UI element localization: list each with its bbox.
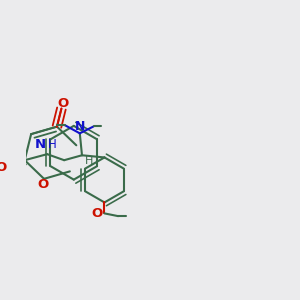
Text: H: H — [85, 156, 93, 167]
Text: O: O — [0, 160, 7, 173]
Text: N: N — [35, 138, 46, 152]
Text: H: H — [48, 138, 56, 152]
Text: O: O — [92, 207, 103, 220]
Text: N: N — [75, 120, 85, 133]
Text: O: O — [57, 97, 68, 110]
Text: O: O — [37, 178, 48, 191]
